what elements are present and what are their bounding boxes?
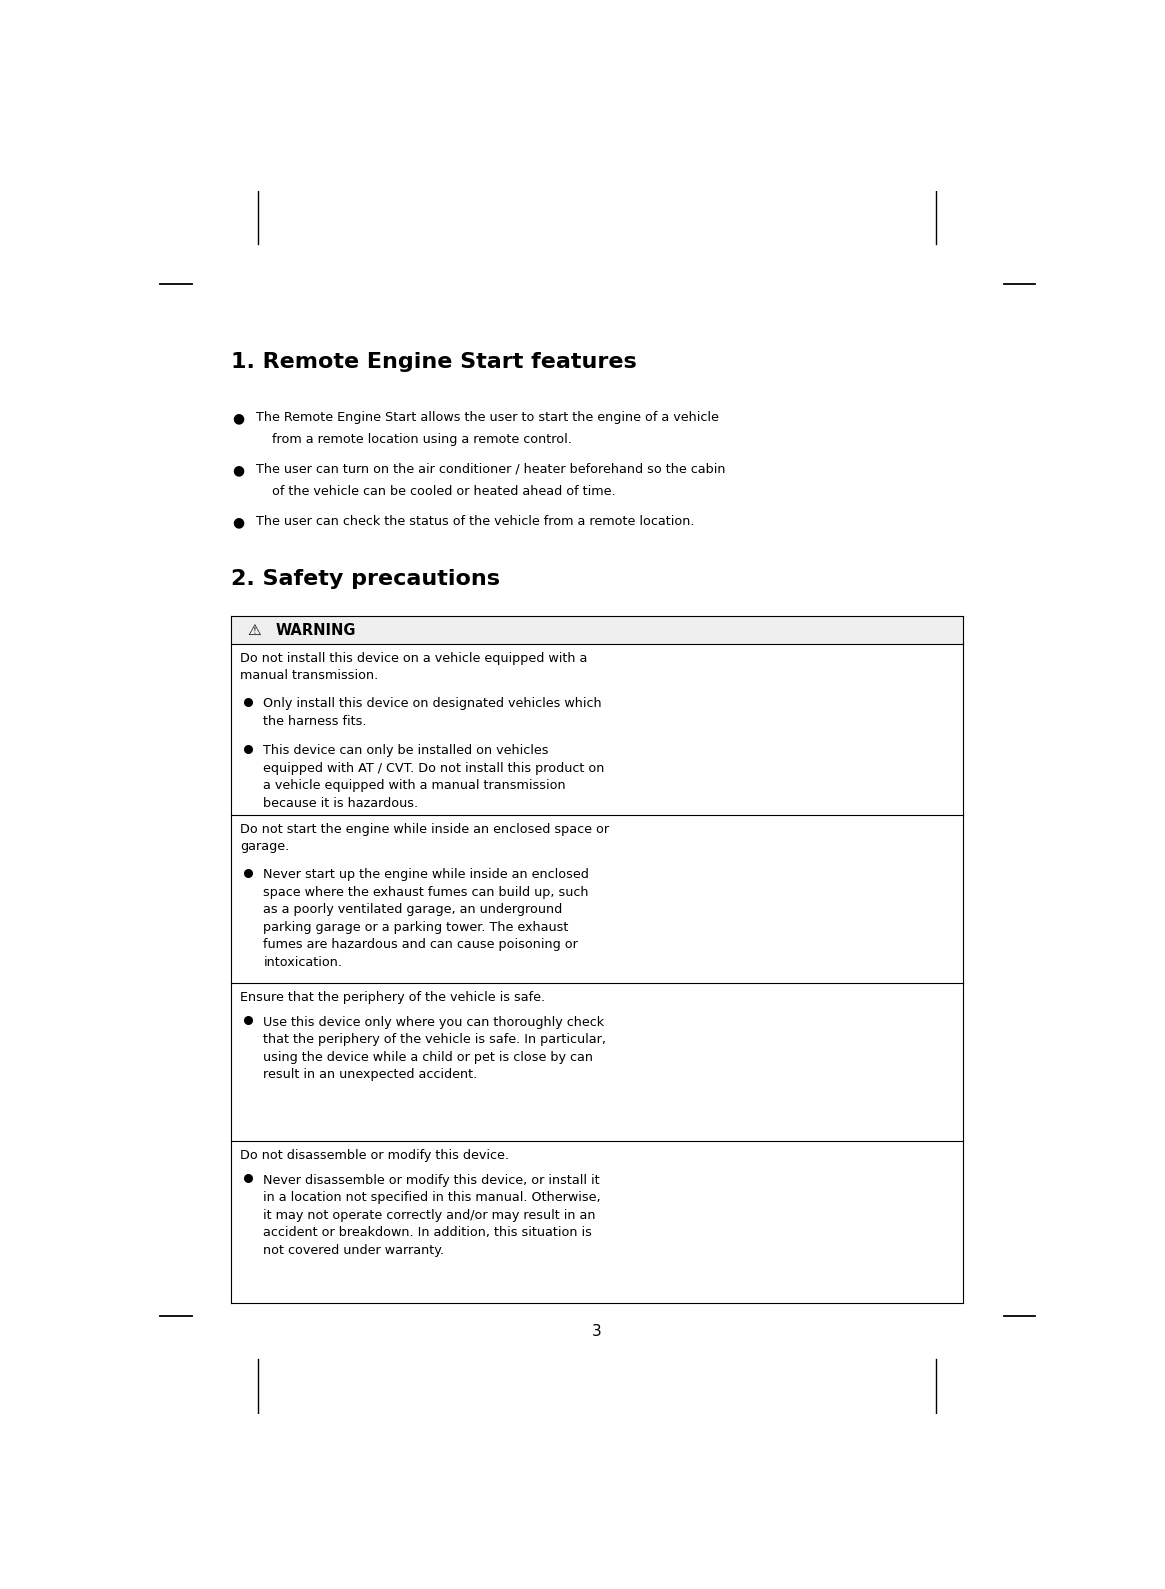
Text: Never disassemble or modify this device, or install it
in a location not specifi: Never disassemble or modify this device,…: [263, 1174, 601, 1257]
Text: of the vehicle can be cooled or heated ahead of time.: of the vehicle can be cooled or heated a…: [255, 485, 615, 497]
Text: Never start up the engine while inside an enclosed
space where the exhaust fumes: Never start up the engine while inside a…: [263, 868, 589, 969]
Text: The user can check the status of the vehicle from a remote location.: The user can check the status of the veh…: [255, 515, 694, 528]
Text: 2. Safety precautions: 2. Safety precautions: [231, 569, 500, 590]
Text: ●: ●: [233, 462, 245, 477]
Text: Do not install this device on a vehicle equipped with a
manual transmission.: Do not install this device on a vehicle …: [240, 651, 587, 682]
FancyBboxPatch shape: [231, 617, 963, 644]
Text: 1. Remote Engine Start features: 1. Remote Engine Start features: [231, 351, 636, 372]
Text: Only install this device on designated vehicles which
the harness fits.: Only install this device on designated v…: [263, 698, 602, 728]
Text: ⚠: ⚠: [247, 623, 261, 637]
Text: Do not disassemble or modify this device.: Do not disassemble or modify this device…: [240, 1149, 509, 1162]
Text: This device can only be installed on vehicles
equipped with AT / CVT. Do not ins: This device can only be installed on veh…: [263, 744, 605, 810]
Text: ●: ●: [233, 515, 245, 529]
Text: ●: ●: [233, 412, 245, 424]
Text: from a remote location using a remote control.: from a remote location using a remote co…: [255, 432, 572, 447]
Text: Ensure that the periphery of the vehicle is safe.: Ensure that the periphery of the vehicle…: [240, 990, 545, 1004]
Text: WARNING: WARNING: [276, 623, 356, 637]
Text: The user can turn on the air conditioner / heater beforehand so the cabin: The user can turn on the air conditioner…: [255, 462, 725, 475]
Text: Do not start the engine while inside an enclosed space or
garage.: Do not start the engine while inside an …: [240, 823, 609, 853]
Text: The Remote Engine Start allows the user to start the engine of a vehicle: The Remote Engine Start allows the user …: [255, 412, 719, 424]
Text: 3: 3: [592, 1324, 602, 1338]
Text: Use this device only where you can thoroughly check
that the periphery of the ve: Use this device only where you can thoro…: [263, 1015, 607, 1081]
